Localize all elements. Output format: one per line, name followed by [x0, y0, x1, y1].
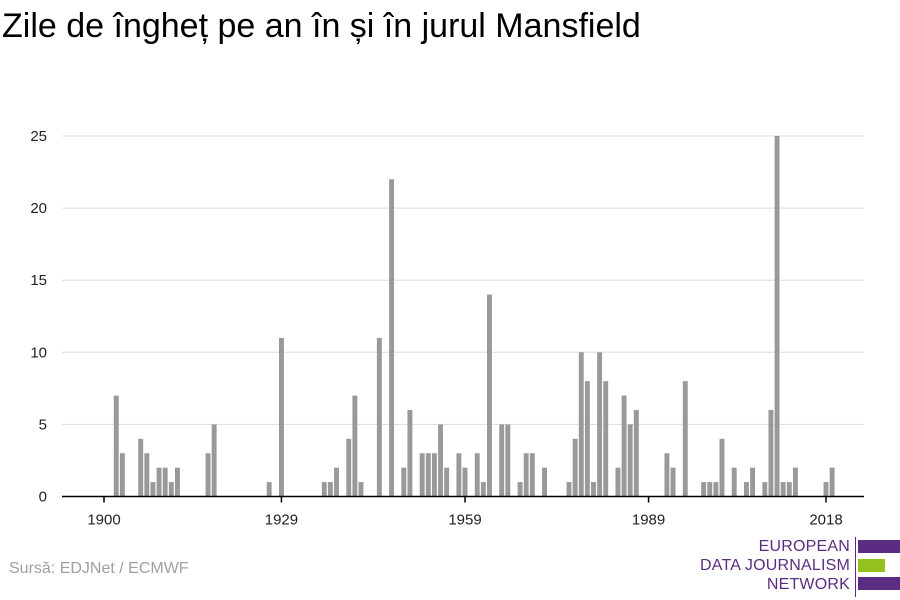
bar-1912[interactable]: [174, 467, 180, 497]
y-axis-ticks: 0 5 10 15 20 25: [30, 128, 47, 506]
bar-1952[interactable]: [419, 453, 425, 497]
bar-2011[interactable]: [780, 482, 786, 497]
y-tick-label: 5: [39, 416, 47, 433]
y-tick-label: 10: [30, 344, 47, 361]
bar-1985[interactable]: [621, 395, 627, 497]
bar-1954[interactable]: [431, 453, 437, 497]
x-axis-ticks: 1900 1929 1959 1989 2018: [87, 496, 843, 529]
gridlines: [62, 135, 864, 425]
bar-2013[interactable]: [792, 467, 798, 497]
x-tick-label: 1900: [87, 512, 120, 529]
bar-1902[interactable]: [113, 395, 119, 497]
logo-line-2: DATA JOURNALISM: [700, 557, 850, 574]
bar-1999[interactable]: [707, 482, 713, 497]
bar-2003[interactable]: [731, 467, 737, 497]
x-tick-label: 1929: [265, 512, 298, 529]
bar-1970[interactable]: [529, 453, 535, 497]
bar-1908[interactable]: [150, 482, 156, 497]
logo-bar-purple-top: [858, 540, 900, 553]
logo-line-3: NETWORK: [766, 576, 850, 593]
bar-1979[interactable]: [584, 381, 590, 497]
bar-1969[interactable]: [523, 453, 529, 497]
y-tick-label: 0: [39, 489, 47, 506]
bar-1965[interactable]: [499, 424, 505, 497]
bar-1949[interactable]: [401, 467, 407, 497]
bar-1910[interactable]: [162, 467, 168, 497]
bar-1986[interactable]: [627, 424, 633, 497]
y-tick-label: 15: [30, 272, 47, 289]
bar-1968[interactable]: [517, 482, 523, 497]
bar-1963[interactable]: [487, 294, 492, 497]
bar-1909[interactable]: [156, 467, 162, 497]
bar-1953[interactable]: [425, 453, 431, 497]
y-tick-label: 25: [30, 128, 47, 145]
bar-1977[interactable]: [572, 438, 578, 497]
bar-1993[interactable]: [670, 467, 676, 497]
chart-title: Zile de îngheț pe an în și în jurul Mans…: [2, 7, 641, 45]
bar-1995[interactable]: [682, 381, 688, 497]
bar-1959[interactable]: [462, 467, 468, 497]
bar-1984[interactable]: [615, 467, 621, 497]
bar-1917[interactable]: [205, 453, 211, 497]
logo-line-1: EUROPEAN: [758, 538, 850, 555]
bar-1972[interactable]: [542, 467, 547, 497]
logo-divider: [855, 537, 856, 597]
bar-1998[interactable]: [701, 482, 707, 497]
bar-2005[interactable]: [744, 482, 749, 497]
bar-1903[interactable]: [119, 453, 125, 497]
bar-2001[interactable]: [719, 438, 725, 497]
bar-1937[interactable]: [327, 482, 333, 497]
y-tick-label: 20: [30, 200, 47, 217]
bar-2008[interactable]: [762, 482, 768, 497]
x-tick-label: 1989: [632, 512, 665, 529]
bar-1966[interactable]: [505, 424, 511, 497]
logo-bar-green: [858, 559, 885, 572]
bar-1927[interactable]: [266, 482, 272, 497]
bar-1981[interactable]: [597, 352, 603, 497]
bar-2009[interactable]: [768, 409, 774, 497]
bar-1978[interactable]: [578, 352, 584, 497]
bar-1982[interactable]: [603, 381, 609, 497]
x-tick-label: 2018: [809, 512, 842, 529]
bar-1907[interactable]: [144, 453, 150, 497]
source-note: Sursă: EDJNet / ECMWF: [9, 560, 189, 577]
bar-1992[interactable]: [664, 453, 670, 497]
x-tick-label: 1959: [448, 512, 481, 529]
bar-1929[interactable]: [278, 337, 284, 497]
bar-1950[interactable]: [407, 409, 413, 497]
bar-1911[interactable]: [168, 482, 174, 497]
bar-1976[interactable]: [566, 482, 572, 497]
logo-bar-purple-bottom: [858, 577, 900, 590]
bar-1947[interactable]: [389, 179, 395, 497]
bar-1987[interactable]: [633, 409, 639, 497]
bar-2006[interactable]: [750, 467, 756, 497]
bars: [113, 136, 835, 497]
bar-2000[interactable]: [713, 482, 719, 497]
bar-1940[interactable]: [346, 438, 352, 497]
bar-1958[interactable]: [456, 453, 462, 497]
bar-1941[interactable]: [352, 395, 358, 497]
bar-2018[interactable]: [823, 482, 829, 497]
bar-2010[interactable]: [774, 136, 780, 497]
bar-1956[interactable]: [444, 467, 450, 497]
bar-1938[interactable]: [334, 467, 339, 497]
bar-1936[interactable]: [321, 482, 327, 497]
bar-1955[interactable]: [438, 424, 443, 497]
bar-1962[interactable]: [480, 482, 486, 497]
bar-1961[interactable]: [474, 453, 480, 497]
bar-1918[interactable]: [211, 424, 217, 497]
bar-1980[interactable]: [591, 482, 596, 497]
logo-text: EUROPEAN DATA JOURNALISM NETWORK: [700, 537, 850, 594]
bar-1906[interactable]: [138, 438, 144, 497]
bar-2019[interactable]: [829, 467, 835, 497]
bar-1945[interactable]: [376, 337, 382, 497]
bar-1942[interactable]: [358, 482, 364, 497]
bar-2012[interactable]: [786, 482, 792, 497]
edjnet-logo[interactable]: EUROPEAN DATA JOURNALISM NETWORK: [700, 537, 900, 597]
